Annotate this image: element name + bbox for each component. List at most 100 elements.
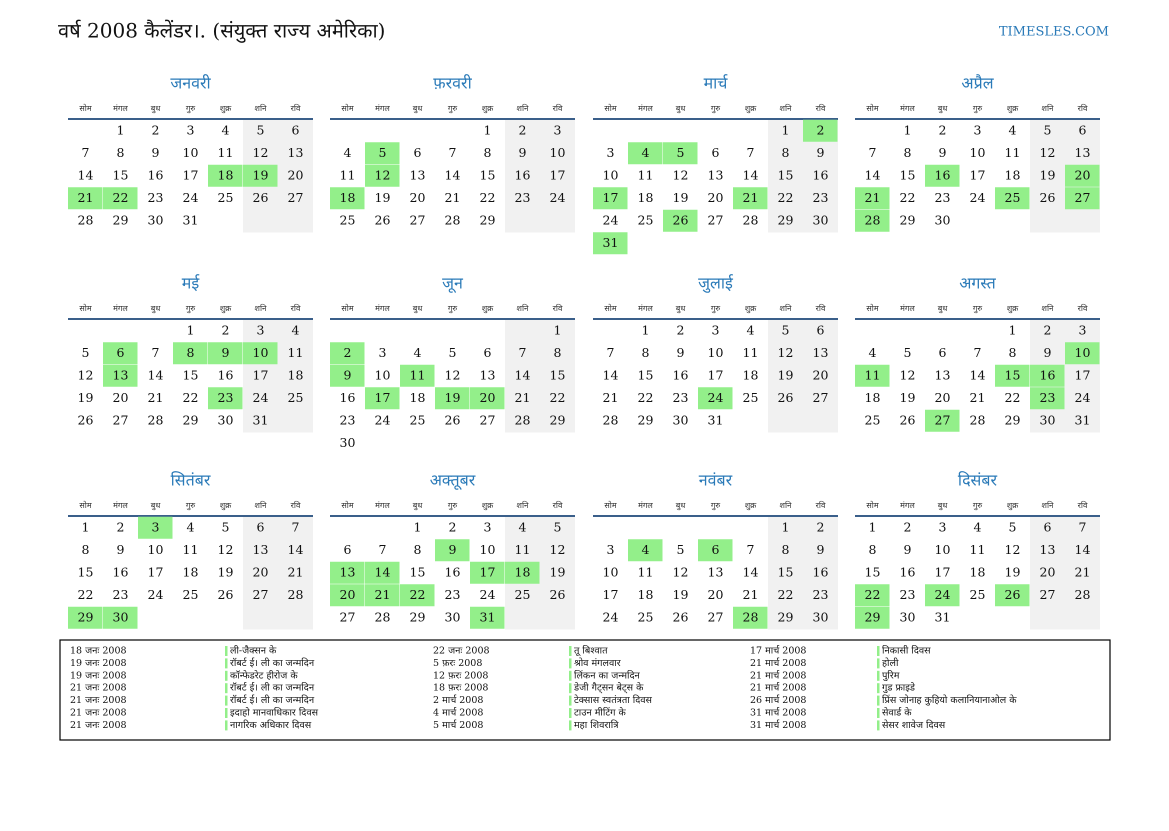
holiday-cell [365, 584, 400, 607]
day: 21 [515, 390, 531, 405]
weekday: मंगल [375, 104, 390, 113]
holiday-cell [208, 342, 243, 365]
holiday-marker [877, 658, 880, 669]
day: 11 [865, 368, 881, 383]
day: 29 [410, 610, 426, 625]
day: 24 [1075, 390, 1091, 405]
day: 17 [970, 168, 986, 183]
holiday-cell [435, 539, 470, 562]
weekday: सोम [866, 303, 878, 313]
holiday-date: 26 मार्च 2008 [750, 694, 806, 706]
weekday: शनि [517, 500, 530, 510]
day: 30 [113, 610, 129, 625]
day: 19 [445, 390, 461, 405]
holiday-cell [698, 387, 733, 410]
month-name: जुलाई [698, 274, 734, 294]
day: 11 [1005, 145, 1021, 160]
day: 21 [865, 190, 881, 205]
day: 18 [218, 168, 234, 183]
day: 27 [410, 213, 426, 228]
day: 4 [747, 323, 755, 338]
day: 17 [603, 190, 619, 205]
day: 8 [82, 542, 90, 557]
day: 28 [865, 213, 881, 228]
day: 16 [148, 168, 164, 183]
day: 19 [550, 565, 566, 580]
holiday-cell [330, 187, 365, 210]
day: 16 [673, 368, 689, 383]
weekday: शुक्र [1007, 104, 1019, 114]
day: 24 [550, 190, 566, 205]
day: 16 [900, 565, 916, 580]
day: 8 [187, 345, 195, 360]
holiday-marker [569, 646, 572, 656]
day: 30 [813, 610, 829, 625]
site-name: TIMESLES.COM [999, 25, 1109, 40]
day: 29 [480, 213, 496, 228]
day: 28 [288, 587, 304, 602]
day: 5 [257, 123, 265, 138]
weekend-shade [278, 320, 313, 433]
day: 30 [340, 435, 356, 450]
holiday-cell [925, 164, 960, 187]
day: 15 [480, 168, 496, 183]
holiday-box [59, 639, 1111, 741]
holiday-cell [628, 539, 663, 562]
day: 4 [187, 520, 195, 535]
day: 14 [743, 565, 759, 580]
day: 19 [1040, 168, 1056, 183]
day: 31 [1075, 413, 1091, 428]
weekday: शुक्र [220, 501, 232, 511]
day: 9 [817, 145, 825, 160]
day: 15 [1005, 368, 1021, 383]
day: 28 [445, 213, 461, 228]
holiday-cell [208, 164, 243, 187]
day: 6 [257, 520, 265, 535]
day: 1 [484, 123, 492, 138]
holiday-cell [995, 584, 1030, 607]
day: 27 [813, 390, 829, 405]
day: 2 [677, 323, 685, 338]
day: 5 [904, 345, 912, 360]
weekday: बुध [676, 104, 687, 114]
weekday: रवि [291, 303, 301, 313]
holiday-name: टेक्सास स्वतंत्रता दिवस [574, 694, 653, 706]
day: 24 [375, 413, 391, 428]
holiday-date: 17 मार्च 2008 [750, 645, 806, 657]
weekend-shade [1030, 517, 1065, 630]
weekday: बुध [413, 304, 424, 314]
day: 20 [1040, 565, 1056, 580]
day: 27 [480, 413, 496, 428]
holiday-marker [225, 720, 228, 731]
day: 4 [642, 145, 650, 160]
day: 23 [515, 190, 531, 205]
day: 19 [253, 168, 269, 183]
month-name: सितंबर [171, 471, 211, 490]
day: 3 [712, 323, 720, 338]
day: 25 [410, 413, 426, 428]
day: 8 [414, 542, 422, 557]
holiday-cell [330, 561, 365, 584]
day: 1 [117, 123, 125, 138]
day: 16 [1040, 368, 1056, 383]
day: 28 [970, 413, 986, 428]
weekday: शनि [255, 500, 268, 510]
day: 10 [970, 145, 986, 160]
day: 8 [782, 145, 790, 160]
day: 22 [900, 190, 916, 205]
holiday-date: 22 जनः 2008 [433, 646, 490, 657]
day: 28 [515, 413, 531, 428]
day: 6 [1079, 123, 1087, 138]
day: 23 [935, 190, 951, 205]
weekday: मंगल [113, 501, 128, 510]
day: 22 [410, 587, 426, 602]
holiday-cell [698, 539, 733, 562]
weekday: सोम [341, 500, 353, 510]
day: 7 [747, 542, 755, 557]
day: 22 [1005, 390, 1021, 405]
holiday-cell [855, 187, 890, 210]
day: 24 [970, 190, 986, 205]
day: 17 [1075, 368, 1091, 383]
day: 23 [445, 587, 461, 602]
day: 4 [344, 145, 352, 160]
